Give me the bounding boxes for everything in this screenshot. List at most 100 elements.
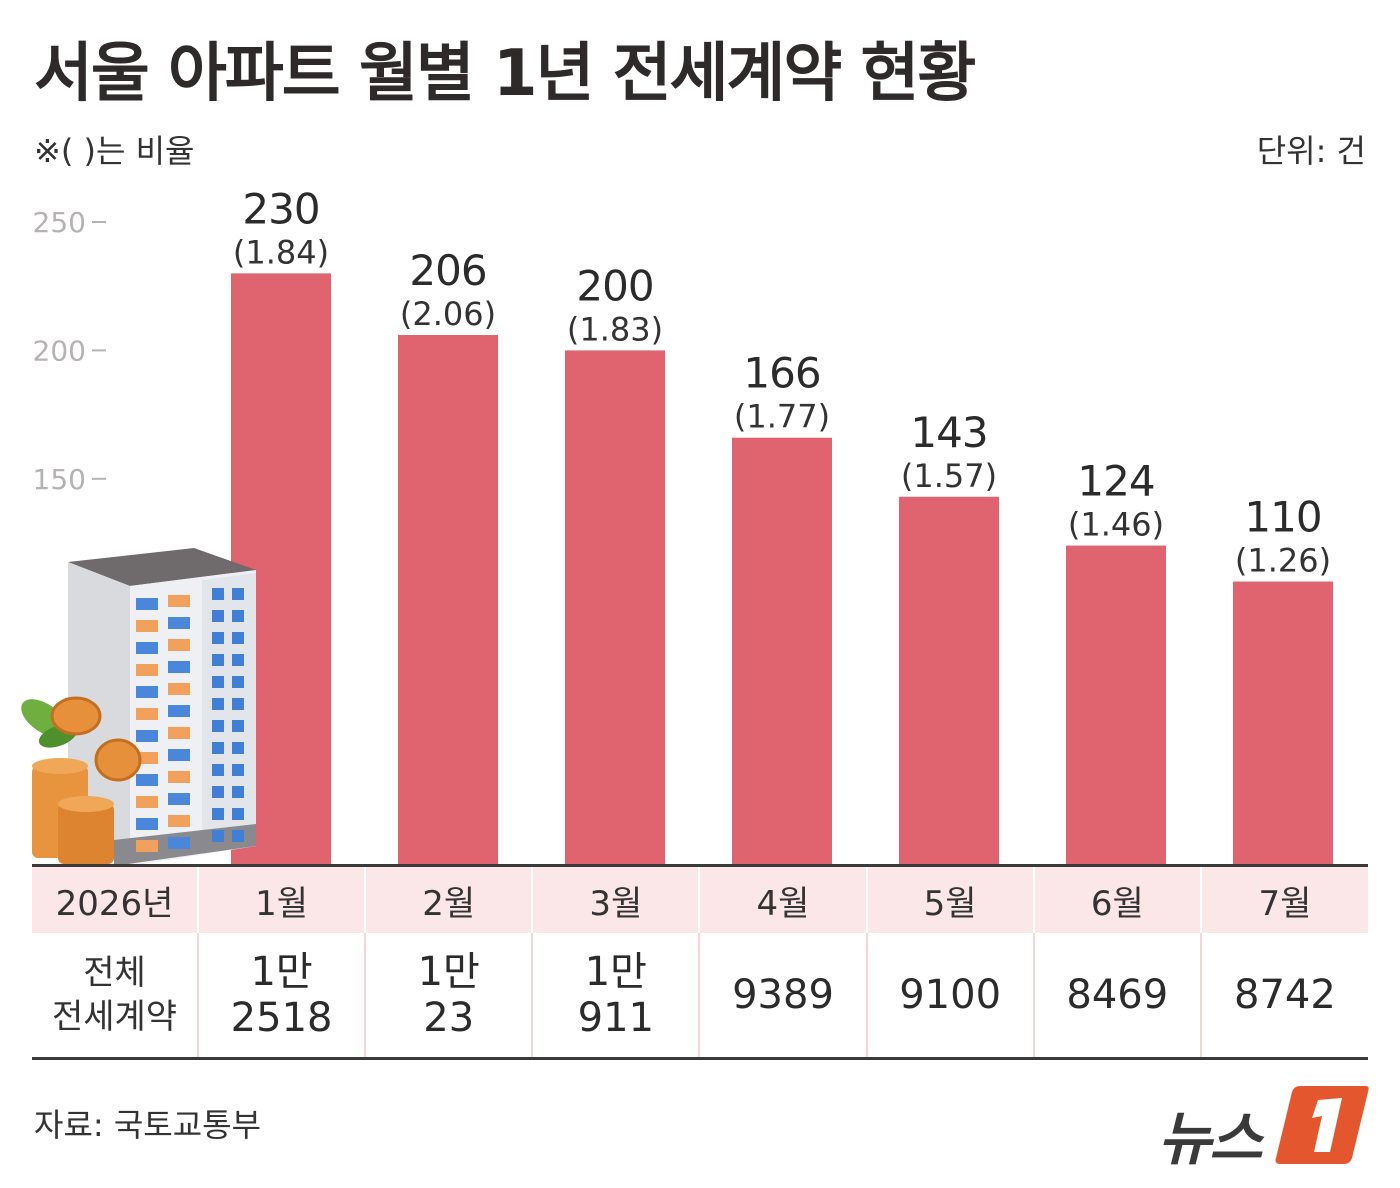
monthly-total-table: 2026년 1월 2월 3월 4월 5월 6월 7월 전체 전세계약 1만 25… (32, 864, 1368, 1060)
building-window (232, 654, 244, 666)
building-window (168, 837, 190, 849)
building-window (232, 786, 244, 798)
month-cell: 6월 (1032, 864, 1201, 933)
building-window (168, 771, 190, 783)
building-window (136, 774, 158, 786)
total-contracts-row: 전체 전세계약 1만 2518 1만 23 1만 911 9389 9100 8… (32, 933, 1368, 1060)
total-cell-line2: 8742 (1234, 972, 1336, 1018)
building-window (232, 676, 244, 688)
building-window (168, 749, 190, 761)
building-window (168, 617, 190, 629)
ratio-label: (2.06) (400, 295, 496, 333)
value-label: 206 (409, 246, 486, 295)
month-cell: 1월 (196, 864, 366, 933)
building-window (168, 793, 190, 805)
total-contracts-label: 전체 전세계약 (32, 933, 198, 1060)
building-window (212, 610, 224, 622)
building-window (136, 840, 158, 852)
total-label-line2: 전세계약 (51, 997, 178, 1037)
building-window (212, 676, 224, 688)
month-cell: 3월 (531, 864, 700, 933)
value-label: 110 (1244, 493, 1321, 542)
building-window (168, 727, 190, 739)
building-window (168, 683, 190, 695)
building-window (232, 764, 244, 776)
building-window (136, 620, 158, 632)
total-cell-line2: 911 (577, 995, 655, 1041)
building-window (168, 595, 190, 607)
ratio-note: ※( )는 비율 (34, 132, 195, 170)
apartment-building-icon (21, 548, 256, 866)
month-cell: 4월 (698, 864, 867, 933)
building-window (212, 588, 224, 600)
total-cell-line1: 1만 (417, 949, 480, 995)
value-label: 200 (576, 261, 653, 310)
bar (565, 350, 665, 864)
building-window (232, 808, 244, 820)
news1-logo: 뉴스 (1158, 1080, 1370, 1173)
bar (1066, 545, 1166, 864)
total-cell-line2: 2518 (230, 995, 333, 1041)
bar (1233, 581, 1333, 864)
total-cell-line2: 8469 (1066, 972, 1169, 1018)
building-window (168, 815, 190, 827)
coin-stack-icon (32, 696, 142, 864)
total-cell-line2: 23 (423, 995, 475, 1041)
value-label: 143 (910, 408, 987, 457)
ratio-label: (1.84) (233, 233, 329, 271)
total-label-line1: 전체 (83, 953, 146, 993)
building-window (136, 642, 158, 654)
bar (899, 496, 999, 864)
total-cell: 9389 (698, 933, 867, 1060)
building-window (136, 598, 158, 610)
ratio-label: (1.57) (901, 457, 997, 495)
year-label: 2026년 (32, 864, 198, 933)
month-cell: 5월 (865, 864, 1034, 933)
building-window (136, 796, 158, 808)
bar (732, 437, 832, 864)
building-window (136, 730, 158, 742)
unit-label: 단위: 건 (1256, 132, 1366, 170)
building-window (212, 720, 224, 732)
total-cell-line2: 9389 (732, 972, 834, 1018)
building-window (212, 742, 224, 754)
building-window (212, 786, 224, 798)
total-cell: 1만 911 (531, 933, 700, 1060)
building-window (232, 698, 244, 710)
total-cell-line2: 9100 (899, 972, 1002, 1018)
ratio-label: (1.83) (567, 310, 663, 348)
value-label: 166 (743, 349, 820, 398)
news1-logo-mark-icon (1275, 1086, 1369, 1164)
building-window (232, 610, 244, 622)
total-cell: 8469 (1032, 933, 1201, 1060)
total-cell-line1: 1만 (584, 949, 647, 995)
ratio-label: (1.26) (1235, 542, 1331, 580)
building-window (232, 720, 244, 732)
building-window (136, 686, 158, 698)
building-window (212, 632, 224, 644)
bar (398, 334, 498, 864)
building-window (168, 705, 190, 717)
month-row: 2026년 1월 2월 3월 4월 5월 6월 7월 (32, 864, 1368, 933)
total-cell: 1만 2518 (196, 933, 366, 1060)
building-window (232, 742, 244, 754)
building-window (168, 661, 190, 673)
total-cell: 8742 (1199, 933, 1368, 1060)
building-window (212, 764, 224, 776)
source-label: 자료: 국토교통부 (34, 1106, 262, 1144)
building-window (212, 698, 224, 710)
building-window (136, 818, 158, 830)
ratio-label: (1.46) (1068, 506, 1164, 544)
building-window (136, 664, 158, 676)
value-label: 124 (1077, 457, 1154, 506)
y-tick-label: 200 (33, 334, 86, 367)
chart-title: 서울 아파트 월별 1년 전세계약 현황 (34, 37, 976, 111)
month-cell: 7월 (1199, 864, 1368, 933)
building-window (136, 752, 158, 764)
building-window (232, 830, 244, 842)
building-window (212, 830, 224, 842)
building-window (212, 808, 224, 820)
y-tick-label: 250 (33, 206, 86, 239)
building-window (168, 639, 190, 651)
total-cell-line1: 1만 (250, 949, 313, 995)
